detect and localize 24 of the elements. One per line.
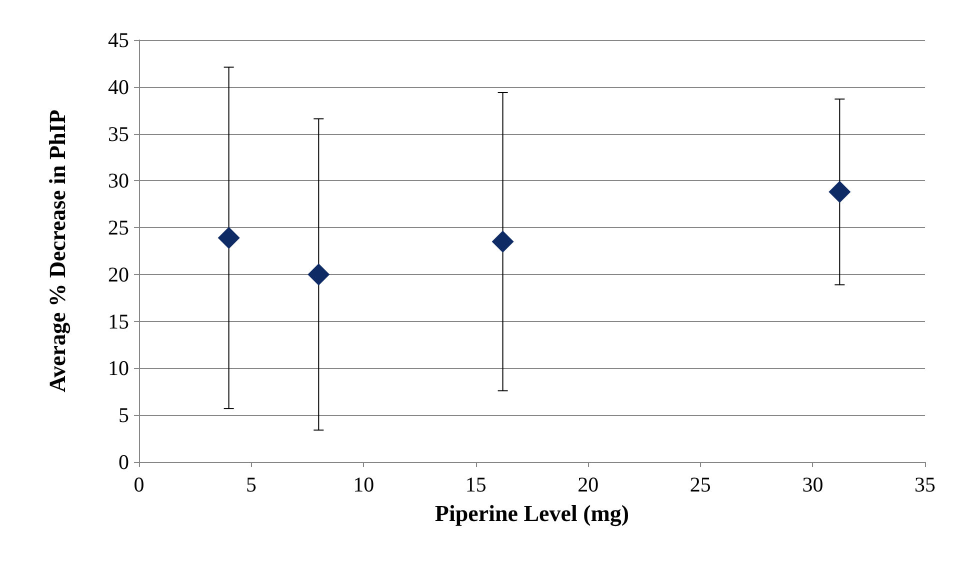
y-tick-label: 0 [118, 450, 129, 474]
x-tick-label: 10 [353, 472, 374, 496]
x-tick-label: 15 [465, 472, 486, 496]
point [828, 180, 851, 203]
x-axis-title: Piperine Level (mg) [434, 501, 630, 527]
point [218, 226, 240, 249]
y-tick-label: 35 [108, 122, 129, 146]
y-tick-label: 25 [108, 216, 129, 240]
y-axis-title: Average % Decrease in PhIP [45, 110, 71, 392]
x-tick-label: 35 [914, 472, 936, 496]
y-tick-label: 5 [118, 403, 129, 428]
y-tick-label: 10 [108, 356, 129, 380]
y-tick-label: 45 [108, 28, 129, 52]
y-tick-label: 15 [108, 309, 129, 334]
y-tick-label: 30 [108, 168, 129, 193]
x-tick-label: 25 [690, 472, 711, 496]
x-tick-label: 20 [578, 472, 599, 496]
y-tick-label: 40 [108, 74, 129, 99]
point [308, 263, 330, 286]
x-tick-label: 0 [134, 472, 144, 496]
y-tick-label: 20 [108, 262, 129, 286]
x-tick-label: 5 [246, 472, 257, 496]
point [492, 230, 514, 253]
x-tick-label: 30 [802, 472, 824, 496]
